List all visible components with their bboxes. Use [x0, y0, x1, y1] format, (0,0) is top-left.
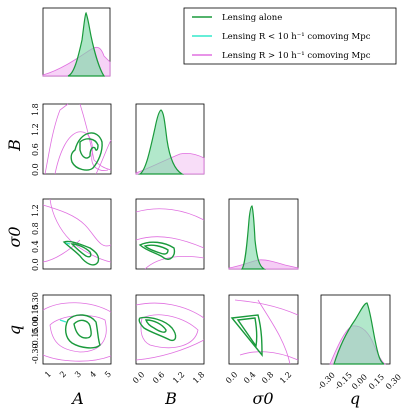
- tick-label: 0.4: [31, 240, 40, 253]
- tick-label: 0.0: [131, 370, 146, 385]
- panel-q-marginal: [320, 294, 391, 365]
- contour-lensing-outer: [138, 316, 177, 342]
- tick-label: 3: [73, 369, 83, 379]
- contour-large-r-outer: [135, 302, 205, 361]
- tick-label: 1.2: [31, 123, 40, 136]
- panel-sigma0-marginal: [228, 198, 299, 270]
- tick-label: 0.30: [31, 292, 40, 310]
- tick-label: 0.0: [31, 258, 40, 271]
- marginal-q-lensing-fill: [333, 302, 385, 365]
- contour-large-r-outer: [135, 208, 205, 270]
- tick-label: 0.4: [242, 370, 257, 385]
- contour-lensing-outer: [70, 132, 103, 171]
- panel-A-sigma0: [42, 198, 112, 270]
- legend-box: [183, 7, 397, 65]
- contour-lensing-outer: [138, 241, 176, 260]
- tick-label: 0.6: [151, 370, 166, 385]
- tick-label: 0.6: [31, 143, 40, 156]
- tick-label: 0.00: [31, 316, 40, 334]
- marginal-sigma0-lensing-fill: [240, 205, 267, 270]
- panel-frame: [42, 103, 112, 175]
- panel-B-sigma0: [135, 198, 205, 270]
- contour-small-r: [59, 319, 67, 323]
- contour-lensing-inner: [73, 319, 92, 339]
- x-axis-label-sigma0: σ0: [252, 389, 273, 408]
- tick-label: 1.2: [278, 370, 293, 385]
- legend-label-small-r: Lensing R < 10 h⁻¹ comoving Mpc: [222, 32, 371, 42]
- contour-lensing-inner: [70, 243, 92, 258]
- tick-label: 0.15: [31, 304, 40, 322]
- tick-label: 0.8: [31, 222, 40, 235]
- contour-large-r-outer: [42, 198, 112, 263]
- tick-label: 1: [43, 369, 53, 379]
- tick-label: -0.30: [31, 343, 40, 364]
- tick-label: 0.0: [224, 370, 239, 385]
- y-axis-label-sigma0: σ0: [5, 226, 24, 247]
- legend: Lensing alone Lensing R < 10 h⁻¹ comovin…: [183, 7, 397, 65]
- tick-label: 0.15: [367, 372, 386, 391]
- contour-lensing-inner: [143, 244, 169, 255]
- marginal-B-lensing-fill: [138, 109, 185, 175]
- contour-lensing-outer: [230, 314, 263, 357]
- contour-lensing-outer: [62, 240, 100, 266]
- contour-large-r-outer: [234, 299, 299, 365]
- x-axis-label-B: B: [164, 389, 177, 408]
- tick-label: 1.8: [191, 370, 206, 385]
- contour-large-r-outer: [44, 103, 112, 175]
- panel-B-marginal: [135, 103, 205, 175]
- tick-label: 0.0: [31, 163, 40, 176]
- panel-frame: [228, 294, 299, 365]
- legend-label-large-r: Lensing R > 10 h⁻¹ comoving Mpc: [222, 51, 371, 61]
- marginal-sigma0-wide-fill: [228, 259, 299, 270]
- tick-label: 5: [103, 369, 113, 379]
- panel-A-B: [42, 103, 112, 175]
- y-axis-label-q: q: [5, 325, 24, 335]
- contour-lensing-outer: [64, 314, 101, 349]
- y-ticks-sigma0: 0.0 0.4 0.8 1.2: [31, 204, 40, 271]
- x-axis-label-q: q: [350, 389, 360, 408]
- panel-sigma0-q: [228, 294, 299, 365]
- contour-lensing-inner: [145, 319, 167, 333]
- tick-label: 4: [88, 369, 98, 379]
- legend-label-lensing-alone: Lensing alone: [222, 13, 282, 23]
- contour-small-r: [65, 242, 71, 245]
- tick-label: 1.2: [171, 370, 186, 385]
- panel-A-q: [42, 294, 112, 365]
- tick-label: -0.15: [31, 327, 40, 348]
- x-ticks-A: 1 2 3 4 5: [43, 369, 113, 379]
- marginal-A-lensing-fill: [67, 11, 106, 77]
- contour-lensing-inner: [79, 138, 99, 159]
- y-axis-label-B: B: [5, 139, 24, 152]
- tick-label: 1.2: [31, 204, 40, 217]
- tick-label: 0.8: [260, 370, 275, 385]
- panel-frame: [42, 198, 112, 270]
- panel-frame: [228, 198, 299, 270]
- panel-frame: [135, 294, 205, 365]
- panel-B-q: [135, 294, 205, 365]
- tick-label: 1.8: [31, 103, 40, 116]
- tick-label: -0.30: [316, 371, 337, 392]
- panel-frame: [135, 198, 205, 270]
- contour-large-r-inner: [54, 131, 109, 175]
- y-ticks-B: 0.0 0.6 1.2 1.8: [31, 103, 40, 176]
- x-ticks-sigma0: 0.0 0.4 0.8 1.2: [224, 370, 293, 385]
- tick-label: 0.30: [384, 372, 403, 391]
- panel-A-marginal: [42, 7, 111, 77]
- x-axis-label-A: A: [70, 389, 84, 408]
- y-ticks-q: 0.30 0.15 0.00 -0.15 -0.30: [31, 292, 40, 364]
- panel-frame: [42, 294, 112, 365]
- contour-lensing-inner: [236, 317, 258, 348]
- tick-label: 2: [58, 369, 68, 379]
- x-ticks-B: 0.0 0.6 1.2 1.8: [131, 370, 206, 385]
